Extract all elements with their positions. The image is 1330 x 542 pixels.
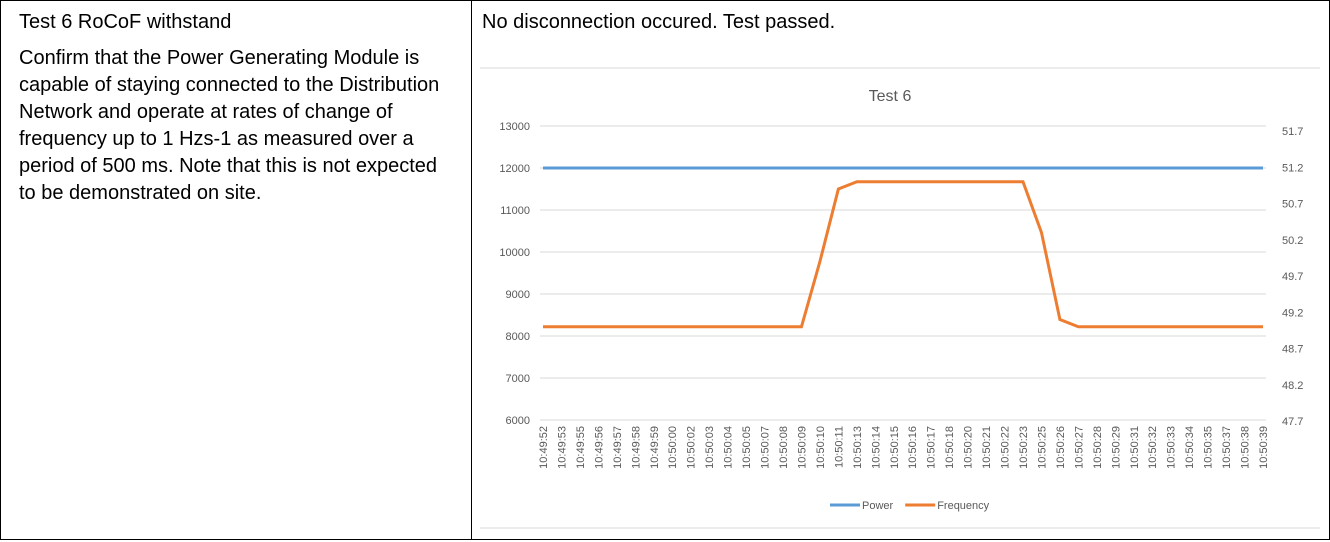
x-tick-label: 10:50:37 (1221, 426, 1233, 469)
x-tick-label: 10:50:03 (704, 426, 716, 469)
y2-tick-label: 50.7 (1282, 199, 1303, 211)
y-tick-label: 11000 (500, 205, 530, 217)
x-tick-label: 10:50:38 (1240, 426, 1252, 469)
x-tick-label: 10:50:20 (963, 426, 975, 469)
y2-tick-label: 51.7 (1282, 126, 1303, 138)
x-tick-label: 10:50:27 (1073, 426, 1085, 469)
chart-title: Test 6 (869, 88, 912, 105)
y-tick-label: 8000 (506, 331, 530, 343)
x-tick-label: 10:50:10 (815, 426, 827, 469)
x-tick-label: 10:50:02 (686, 426, 698, 469)
x-tick-label: 10:50:09 (796, 426, 808, 469)
x-tick-label: 10:50:39 (1258, 426, 1270, 469)
x-tick-label: 10:50:18 (944, 426, 956, 469)
x-tick-label: 10:50:04 (723, 426, 735, 469)
y-tick-label: 10000 (499, 247, 530, 259)
result: No disconnection occured. Test passed. (482, 11, 836, 33)
x-tick-label: 10:50:26 (1055, 426, 1067, 469)
x-tick-label: 10:49:56 (593, 426, 605, 469)
x-tick-label: 10:50:17 (926, 426, 938, 469)
x-tick-label: 10:50:22 (1000, 426, 1012, 469)
series-line (543, 180, 1263, 329)
x-tick-label: 10:50:33 (1166, 426, 1178, 469)
x-tick-label: 10:50:13 (852, 426, 864, 469)
x-tick-label: 10:50:05 (741, 426, 753, 469)
x-tick-label: 10:50:31 (1129, 426, 1141, 469)
x-tick-label: 10:50:29 (1110, 426, 1122, 469)
y-tick-label: 7000 (506, 373, 530, 385)
x-tick-label: 10:49:59 (649, 426, 661, 469)
y2-tick-label: 48.2 (1282, 380, 1303, 392)
x-tick-label: 10:49:55 (575, 426, 587, 469)
y2-tick-label: 49.7 (1282, 271, 1303, 283)
x-tick-label: 10:50:14 (870, 426, 882, 469)
x-tick-label: 10:50:16 (907, 426, 919, 469)
x-tick-label: 10:50:28 (1092, 426, 1104, 469)
x-tick-label: 10:49:52 (538, 426, 550, 469)
x-tick-label: 10:49:53 (556, 426, 568, 469)
x-tick-label: 10:50:07 (760, 426, 772, 469)
x-tick-label: 10:50:15 (889, 426, 901, 469)
y-tick-label: 12000 (499, 163, 530, 175)
y2-tick-label: 49.2 (1282, 307, 1303, 319)
y-tick-label: 9000 (506, 289, 530, 301)
x-tick-label: 10:50:00 (667, 426, 679, 469)
x-tick-label: 10:50:34 (1184, 426, 1196, 469)
y-tick-label: 13000 (499, 121, 530, 133)
x-tick-label: 10:49:58 (630, 426, 642, 469)
legend-label: Frequency (937, 500, 989, 512)
test-name: Test 6 RoCoF withstand (19, 11, 232, 33)
y2-tick-label: 51.2 (1282, 162, 1303, 174)
y2-tick-label: 50.2 (1282, 235, 1303, 247)
x-tick-label: 10:50:21 (981, 426, 993, 469)
x-tick-label: 10:50:35 (1203, 426, 1215, 469)
x-tick-label: 10:50:25 (1036, 426, 1048, 469)
x-tick-label: 10:50:23 (1018, 426, 1030, 469)
x-tick-label: 10:50:11 (833, 426, 845, 468)
left-cell: Test 6 RoCoF withstand Confirm that the … (0, 0, 472, 540)
test-description: Confirm that the Power Generating Module… (19, 47, 440, 204)
y2-tick-label: 48.7 (1282, 344, 1303, 356)
x-tick-label: 10:50:08 (778, 426, 790, 469)
y2-tick-label: 47.7 (1282, 416, 1303, 428)
x-tick-label: 10:50:32 (1147, 426, 1159, 469)
x-tick-label: 10:49:57 (612, 426, 624, 469)
y-tick-label: 6000 (506, 415, 530, 427)
legend-label: Power (862, 500, 894, 512)
